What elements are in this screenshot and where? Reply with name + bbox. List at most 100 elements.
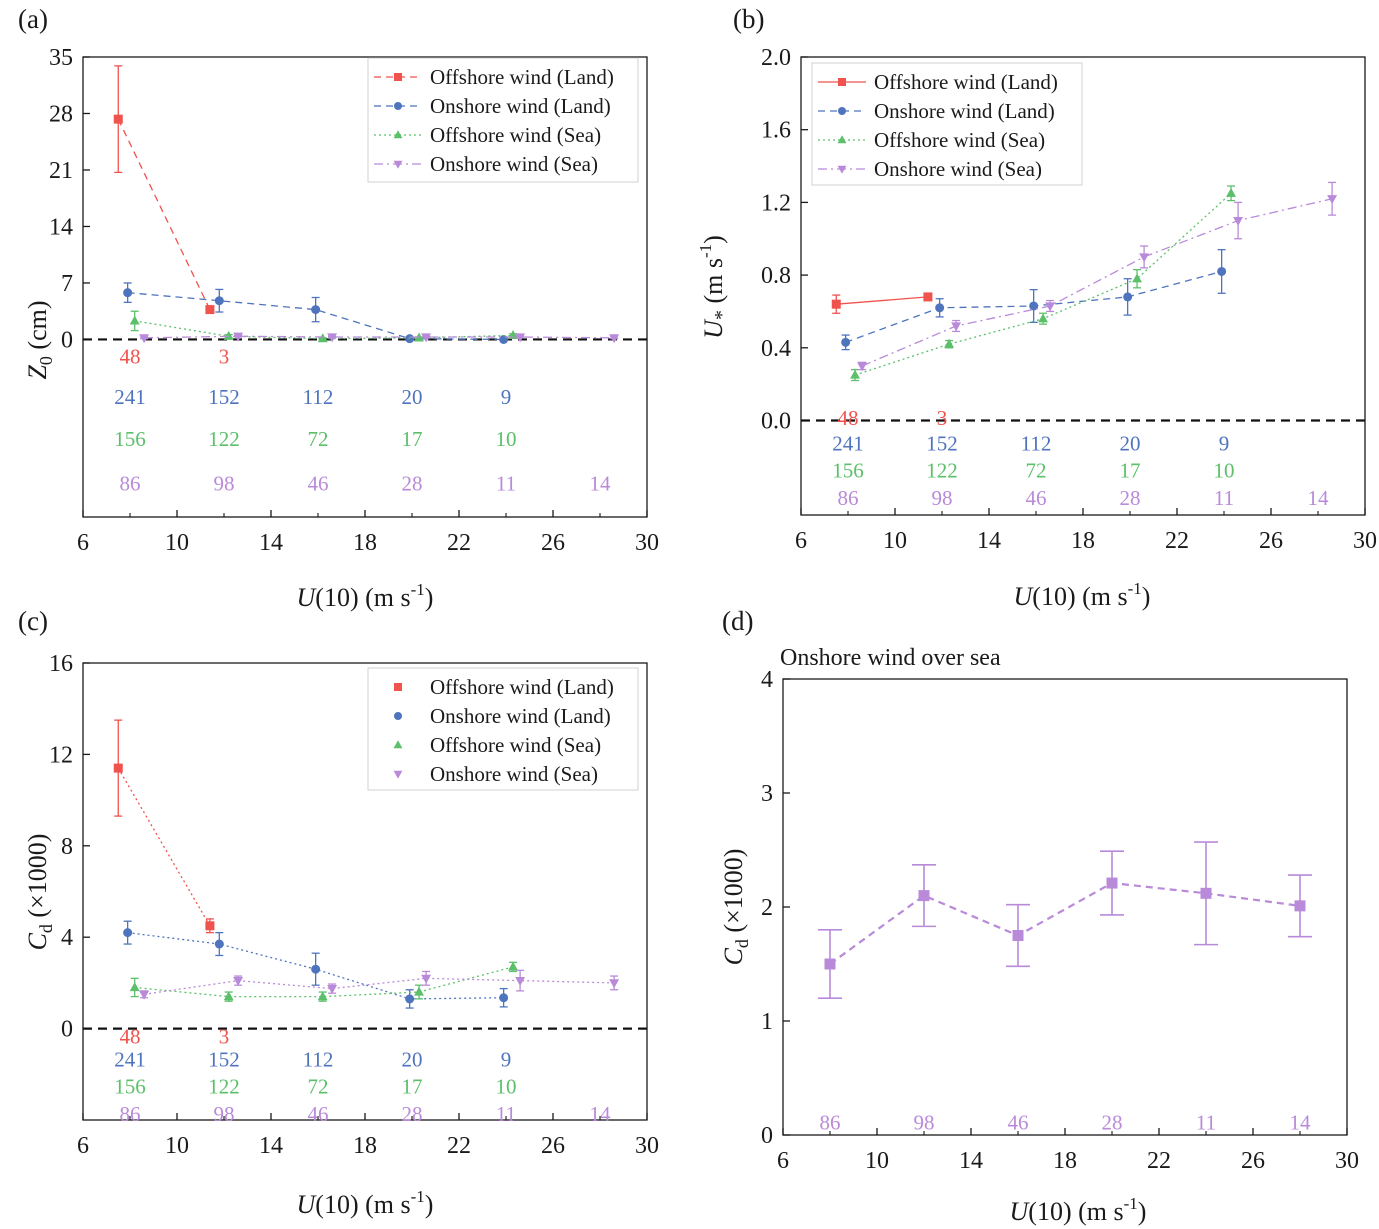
sample-count-label: 9 <box>1219 431 1230 455</box>
legend-marker <box>837 135 847 144</box>
sample-count-label: 86 <box>120 471 141 495</box>
legend-b: Offshore wind (Land) Onshore wind (Land) O… <box>811 62 1083 186</box>
panel-label-c: (c) <box>18 606 48 636</box>
x-tick-label-a: 22 <box>447 530 471 556</box>
legend-marker <box>837 165 847 174</box>
y-axis-title-c: Cd (×1000) <box>23 834 56 951</box>
sample-count-label: 112 <box>303 1047 334 1071</box>
data-point <box>1226 187 1236 197</box>
sample-count-label: 10 <box>496 427 517 451</box>
sample-count-label: 152 <box>208 1047 240 1071</box>
y-tick-label-b: 0.0 <box>761 408 791 434</box>
data-point <box>515 977 526 987</box>
data-point <box>841 337 851 347</box>
data-point <box>129 315 140 325</box>
data-point <box>1200 887 1212 899</box>
y-tick-label-b: 1.2 <box>761 190 791 216</box>
x-tick-label-c: 6 <box>77 1133 89 1159</box>
data-point <box>1217 266 1227 276</box>
data-point <box>944 338 954 348</box>
legend-entry-label: Offshore wind (Sea) <box>874 128 1045 152</box>
data-point <box>923 292 933 302</box>
sample-count-label: 20 <box>402 385 423 409</box>
x-tick-label-d: 22 <box>1147 1148 1171 1174</box>
y-axis-title-a: Z0 (cm) <box>23 300 56 379</box>
data-point <box>113 763 123 773</box>
sample-count-label: 112 <box>303 385 334 409</box>
sample-count-label: 9 <box>501 1047 512 1071</box>
sample-count-label: 86 <box>120 1102 141 1126</box>
data-point <box>609 334 620 344</box>
data-point <box>499 993 509 1003</box>
data-point <box>1029 301 1039 311</box>
legend-entry-label: Onshore wind (Land) <box>430 94 611 118</box>
data-point <box>214 939 224 949</box>
sample-count-label: 9 <box>501 385 512 409</box>
y-axis-title-d: Cd (×1000) <box>719 849 752 966</box>
x-axis-title-d: U(10) (m s-1) <box>1010 1194 1147 1226</box>
panel-d-cd-onshore-sea: (d) Onshore wind over sea Cd (×1000) U(1… <box>719 606 1359 1226</box>
x-tick-label-b: 22 <box>1165 528 1189 554</box>
sample-count-label: 98 <box>914 1110 935 1134</box>
y-tick-label-c: 12 <box>49 742 73 768</box>
series-onshore_sea-d <box>818 841 1312 1000</box>
sample-count-label: 3 <box>219 1024 230 1048</box>
legend-entry-label: Onshore wind (Land) <box>430 704 611 728</box>
series-line-onshore_sea <box>144 977 615 995</box>
data-point <box>1045 302 1056 312</box>
x-tick-label-c: 22 <box>447 1133 471 1159</box>
sample-count-label: 241 <box>114 1047 146 1071</box>
y-tick-label-a: 21 <box>49 158 73 184</box>
panel-c-cd: (c) Cd (×1000) U(10) (m s-1) 6 10 14 18 22 26… <box>18 606 659 1219</box>
legend-entry-label: Offshore wind (Sea) <box>430 733 601 757</box>
sample-count-label: 86 <box>820 1110 841 1134</box>
series-line-onshore_sea <box>829 881 1301 965</box>
data-point <box>824 958 836 970</box>
series-onshore_land-a <box>123 282 509 344</box>
x-tick-label-a: 30 <box>635 530 659 556</box>
sample-count-label: 28 <box>402 1102 423 1126</box>
legend-box <box>367 667 639 791</box>
y-axis-title-b: U* (m s-1) <box>696 235 733 339</box>
y-tick-label-b: 0.8 <box>761 263 791 289</box>
data-point <box>327 985 338 995</box>
x-tick-label-a: 10 <box>165 530 189 556</box>
sample-count-label: 48 <box>120 345 141 369</box>
y-tick-label-d: 1 <box>761 1009 773 1035</box>
sample-count-label: 10 <box>496 1075 517 1099</box>
legend-marker <box>394 102 402 110</box>
data-point <box>951 322 962 332</box>
panel-label-a: (a) <box>18 4 48 34</box>
sample-count-label: 28 <box>402 471 423 495</box>
data-point <box>405 334 415 344</box>
data-point <box>831 299 841 309</box>
sample-count-label: 46 <box>308 1102 329 1126</box>
series-offshore_sea-c <box>129 961 518 1002</box>
x-tick-label-c: 14 <box>259 1133 283 1159</box>
data-point <box>317 991 328 1001</box>
data-point <box>317 333 328 343</box>
x-axis-title-c: U(10) (m s-1) <box>297 1187 434 1219</box>
legend-marker <box>394 73 402 81</box>
series-line-onshore_land <box>127 292 504 341</box>
sample-count-label: 46 <box>1008 1110 1029 1134</box>
data-point <box>918 890 930 902</box>
legend-entry-label: Offshore wind (Land) <box>430 65 614 89</box>
data-point <box>129 982 140 992</box>
y-tick-label-c: 0 <box>61 1017 73 1043</box>
series-onshore_sea-a <box>139 332 620 344</box>
x-tick-label-b: 14 <box>977 528 1001 554</box>
data-point <box>1233 216 1244 226</box>
legend-marker <box>393 130 403 139</box>
sample-count-label: 17 <box>402 1075 423 1099</box>
series-offshore_land-c <box>113 719 215 934</box>
data-point <box>139 334 150 344</box>
x-tick-label-a: 14 <box>259 530 283 556</box>
data-point <box>1132 273 1142 283</box>
x-tick-label-d: 26 <box>1241 1148 1265 1174</box>
data-point <box>223 330 234 340</box>
data-point <box>311 305 321 315</box>
x-tick-label-b: 10 <box>883 528 907 554</box>
series-onshore_land-b <box>841 249 1227 351</box>
data-point <box>515 333 526 343</box>
